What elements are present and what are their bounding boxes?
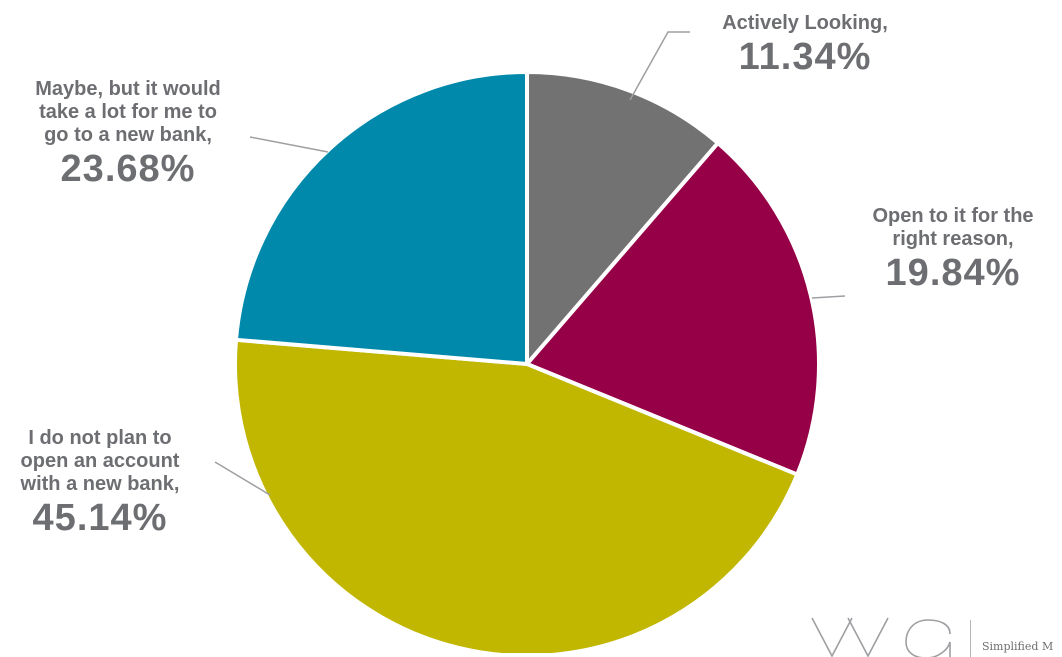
leader-lines — [214, 31, 846, 496]
slice-name-no-plan: I do not plan to open an account with a … — [20, 427, 180, 495]
slice-name-maybe: Maybe, but it would take a lot for me to… — [35, 78, 221, 146]
company-logo: Simplified M — [810, 612, 1062, 657]
leader-line-no-plan — [214, 461, 271, 496]
slice-value-open-to-it: 19.84% — [885, 252, 1021, 294]
pie-slices — [233, 70, 821, 653]
leader-line-open-to-it — [811, 295, 846, 299]
slice-label-no-plan: I do not plan to open an account with a … — [0, 427, 210, 540]
slice-label-open-to-it: Open to it for the right reason, 19.84% — [838, 205, 1062, 295]
pie-slice-maybe — [234, 70, 529, 366]
pie-slice-actively-looking — [525, 70, 720, 366]
slice-label-maybe: Maybe, but it would take a lot for me to… — [8, 78, 248, 191]
leader-line-maybe — [249, 136, 329, 153]
logo-tagline: Simplified M — [982, 640, 1054, 653]
slice-label-actively-looking: Actively Looking, 11.34% — [690, 12, 920, 79]
slice-value-maybe: 23.68% — [60, 148, 196, 190]
logo-mark — [811, 617, 951, 657]
slice-name-open-to-it: Open to it for the right reason, — [872, 205, 1034, 250]
slice-name-actively-looking: Actively Looking, — [722, 12, 888, 34]
leader-line-actively-looking — [629, 31, 690, 101]
pie-slice-open-to-it — [525, 141, 821, 477]
slice-value-actively-looking: 11.34% — [738, 36, 872, 78]
logo-divider — [970, 620, 971, 657]
slice-value-no-plan: 45.14% — [32, 497, 168, 539]
pie-slice-no-plan — [233, 337, 800, 653]
